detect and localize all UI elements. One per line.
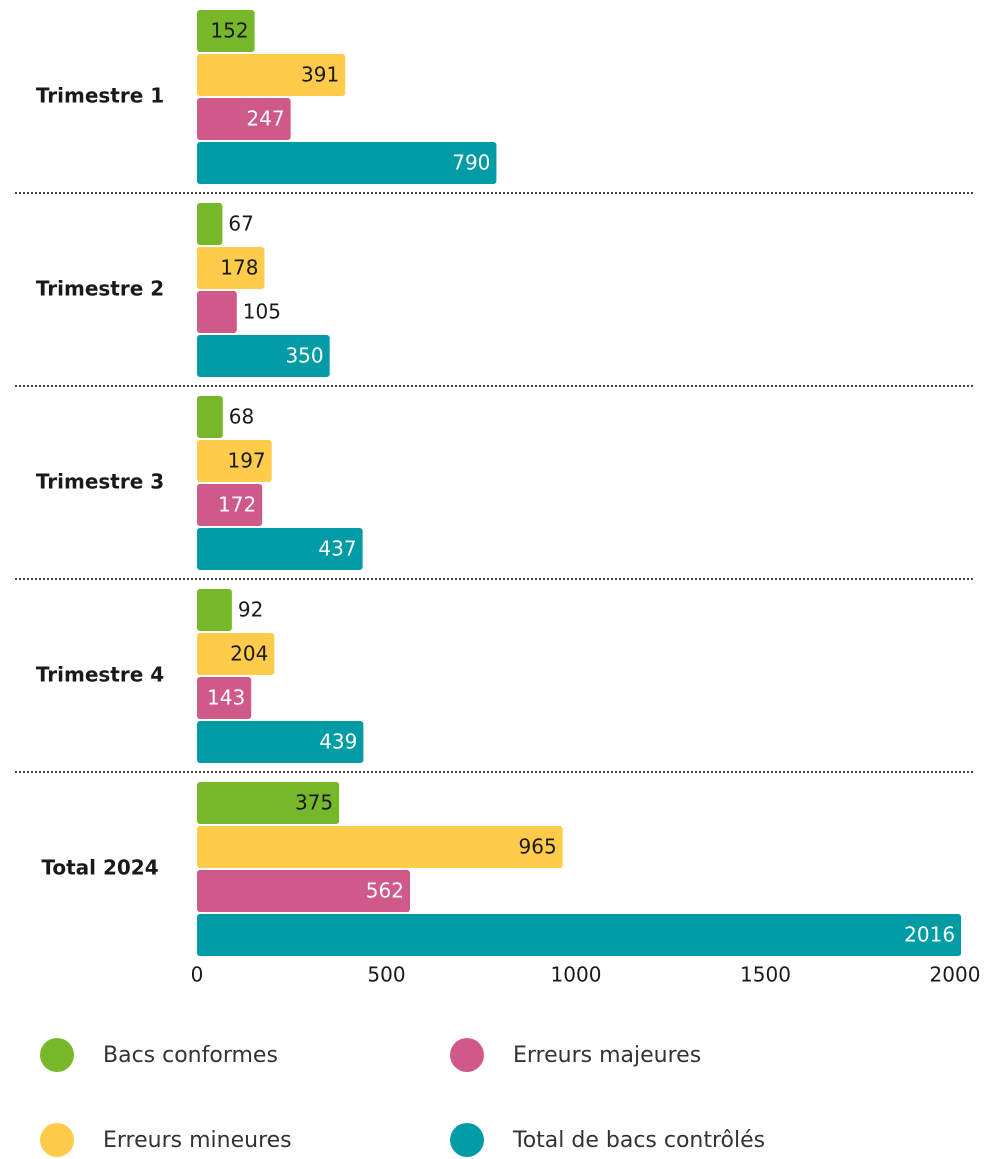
x-tick-label: 1500 xyxy=(740,963,791,987)
value-label: 68 xyxy=(229,405,254,429)
bar xyxy=(197,10,255,52)
legend-marker xyxy=(40,1038,74,1072)
legend-marker xyxy=(40,1123,74,1157)
bar xyxy=(197,98,291,140)
x-tick-label: 1000 xyxy=(551,963,602,987)
value-label: 172 xyxy=(218,493,256,517)
value-label: 437 xyxy=(318,537,356,561)
value-label: 790 xyxy=(452,151,490,175)
value-label: 965 xyxy=(519,835,557,859)
value-label: 375 xyxy=(295,791,333,815)
bar xyxy=(197,528,363,570)
bar xyxy=(197,589,232,631)
bar xyxy=(197,633,275,675)
value-label: 197 xyxy=(227,449,265,473)
bar xyxy=(197,440,272,482)
bar xyxy=(197,291,237,333)
value-label: 439 xyxy=(319,730,357,754)
value-label: 143 xyxy=(207,686,245,710)
bar xyxy=(197,914,962,956)
bar xyxy=(197,721,364,763)
bar xyxy=(197,396,223,438)
bar xyxy=(197,54,346,96)
category-label: Trimestre 2 xyxy=(36,277,164,301)
value-label: 204 xyxy=(230,642,268,666)
category-label: Trimestre 1 xyxy=(36,84,164,108)
legend-label: Erreurs majeures xyxy=(513,1043,701,1068)
bar xyxy=(197,142,497,184)
x-tick-label: 2000 xyxy=(930,963,981,987)
bar xyxy=(197,247,265,289)
x-tick-label: 0 xyxy=(191,963,204,987)
bar xyxy=(197,870,410,912)
bar xyxy=(197,677,252,719)
legend-label: Total de bacs contrôlés xyxy=(512,1128,765,1153)
value-label: 350 xyxy=(285,344,323,368)
value-label: 67 xyxy=(228,212,253,236)
value-label: 2016 xyxy=(904,923,955,947)
bar xyxy=(197,826,563,868)
legend-label: Bacs conformes xyxy=(103,1043,278,1068)
bar xyxy=(197,335,330,377)
bar xyxy=(197,782,340,824)
bar xyxy=(197,484,263,526)
value-label: 391 xyxy=(301,63,339,87)
x-tick-label: 500 xyxy=(367,963,405,987)
value-label: 247 xyxy=(246,107,284,131)
value-label: 152 xyxy=(210,19,248,43)
value-label: 178 xyxy=(220,256,258,280)
bar xyxy=(197,203,223,245)
legend-marker xyxy=(450,1038,484,1072)
category-label: Trimestre 4 xyxy=(36,663,164,687)
category-label: Total 2024 xyxy=(41,856,158,880)
value-label: 105 xyxy=(243,300,281,324)
value-label: 562 xyxy=(366,879,404,903)
legend-label: Erreurs mineures xyxy=(103,1128,292,1153)
category-label: Trimestre 3 xyxy=(36,470,164,494)
value-label: 92 xyxy=(238,598,263,622)
legend-marker xyxy=(450,1123,484,1157)
